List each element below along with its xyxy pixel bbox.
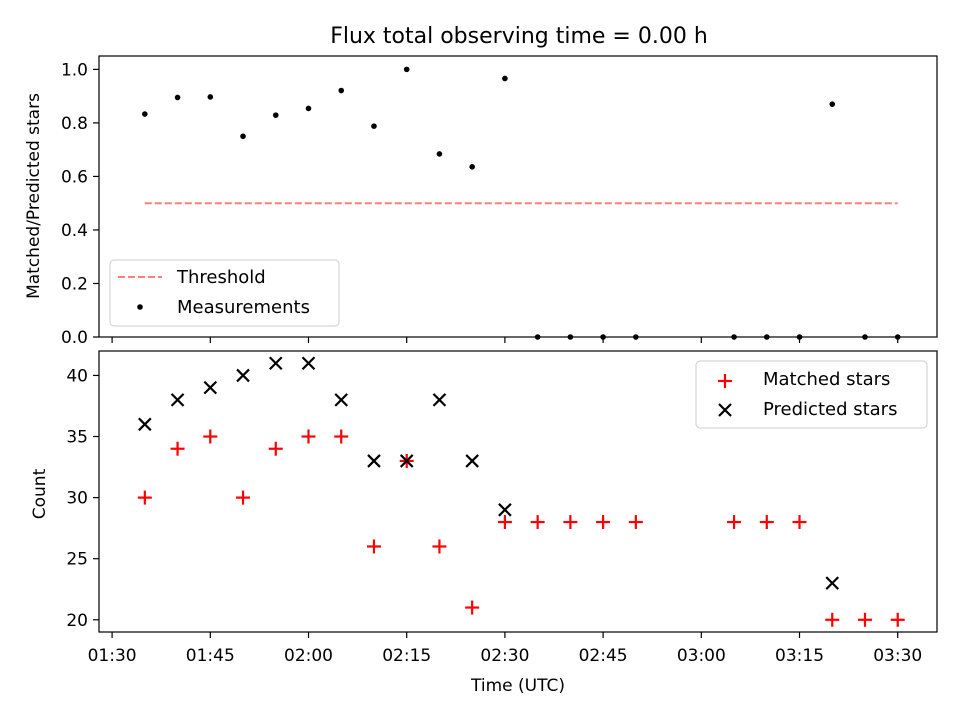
legend-measurements-swatch	[137, 304, 143, 310]
bottom-x-tick-label: 03:00	[677, 646, 726, 666]
measurement-point	[829, 101, 836, 107]
legend-matched-label: Matched stars	[763, 369, 890, 390]
matched-star-point	[366, 539, 381, 554]
predicted-star-point	[170, 393, 185, 407]
measurement-point	[469, 163, 475, 170]
measurement-point	[502, 75, 508, 82]
bottom-y-axis-ticks: 20 25 30 35 40	[66, 366, 99, 631]
matched-star-point	[236, 490, 251, 505]
predicted-star-point	[236, 368, 250, 383]
measurement-point	[403, 66, 410, 73]
matched-star-point	[759, 515, 774, 530]
predicted-star-point	[301, 356, 316, 370]
bottom-y-tick-label: 35	[66, 428, 88, 448]
matched-star-point	[137, 490, 152, 505]
matched-star-point	[596, 515, 611, 530]
top-y-axis-ticks: 0.0 0.2 0.4 0.6 0.8 1.0	[61, 60, 99, 348]
predicted-star-point	[203, 380, 218, 395]
matched-star-point	[563, 515, 578, 530]
matched-star-point	[825, 612, 840, 627]
bottom-x-tick-label: 02:00	[284, 646, 333, 666]
top-y-tick-label: 1.0	[61, 60, 88, 80]
predicted-star-point	[268, 356, 283, 370]
bottom-x-tick-label: 01:30	[88, 646, 137, 666]
bottom-y-axis-label: Count	[30, 468, 50, 519]
top-y-tick-label: 0.0	[61, 328, 88, 348]
measurement-point	[142, 111, 148, 117]
bottom-x-axis-label: Time (UTC)	[470, 676, 565, 696]
top-plot-frame	[98, 55, 938, 338]
matched-star-point	[530, 515, 545, 530]
bottom-x-axis-ticks: 01:30 01:45 02:00 02:15 02:30 02:45 03:00 03:15…	[88, 632, 922, 666]
measurement-point	[371, 123, 377, 129]
matched-star-point	[890, 612, 905, 627]
predicted-star-point	[367, 454, 381, 468]
bottom-x-tick-label: 03:15	[775, 646, 824, 666]
bottom-plot-frame	[98, 350, 938, 633]
top-series-marks	[142, 66, 901, 340]
bottom-y-tick-label: 40	[66, 366, 88, 386]
measurement-point	[272, 112, 279, 118]
measurement-point	[174, 94, 181, 101]
bottom-y-tick-label: 25	[66, 550, 88, 570]
measurement-point	[240, 133, 246, 140]
predicted-star-point	[432, 393, 447, 407]
top-y-axis-label: Matched/Predicted stars	[24, 93, 44, 299]
bottom-x-tick-label: 02:45	[579, 646, 628, 666]
bottom-x-tick-label: 03:30	[873, 646, 922, 666]
measurement-point	[305, 105, 312, 112]
predicted-star-point	[334, 393, 349, 407]
legend-measurements-label: Measurements	[177, 297, 310, 318]
top-chart-title: Flux total observing time = 0.00 h	[330, 24, 708, 49]
bottom-legend-box	[695, 360, 928, 429]
predicted-star-point	[465, 454, 479, 468]
bottom-x-tick-label: 02:30	[480, 646, 529, 666]
legend-predicted-swatch	[718, 403, 732, 417]
matched-star-point	[301, 429, 316, 444]
top-y-tick-label: 0.4	[61, 221, 88, 241]
measurement-point	[207, 94, 214, 100]
top-y-tick-label: 0.2	[61, 274, 88, 294]
legend-predicted-label: Predicted stars	[763, 399, 897, 420]
matched-star-point	[727, 515, 742, 530]
bottom-x-tick-label: 01:45	[186, 646, 235, 666]
bottom-legend: Matched stars Predicted stars	[695, 360, 928, 429]
matched-star-point	[203, 429, 218, 444]
matched-star-point	[268, 441, 283, 456]
bottom-series-marks	[137, 356, 905, 627]
matched-star-point	[432, 539, 447, 554]
matched-star-point	[497, 515, 512, 530]
matched-star-point	[170, 441, 185, 456]
predicted-star-point	[399, 454, 414, 468]
top-legend-box	[109, 259, 340, 327]
bottom-x-tick-label: 02:15	[382, 646, 431, 666]
top-y-tick-label: 0.6	[61, 167, 88, 187]
predicted-star-point	[825, 576, 840, 590]
top-y-tick-label: 0.8	[61, 114, 88, 134]
measurement-point	[436, 151, 443, 157]
matched-star-point	[628, 515, 643, 530]
predicted-star-point	[138, 417, 152, 432]
measurement-point	[338, 87, 345, 94]
matched-star-point	[334, 429, 349, 444]
legend-matched-swatch	[718, 374, 732, 388]
matched-star-point	[465, 600, 480, 615]
matched-star-point	[857, 612, 872, 627]
bottom-y-tick-label: 20	[66, 611, 88, 631]
top-legend: Threshold Measurements	[109, 259, 340, 327]
legend-threshold-label: Threshold	[176, 267, 266, 288]
bottom-y-tick-label: 30	[66, 489, 88, 509]
predicted-star-point	[498, 503, 512, 517]
matched-star-point	[792, 515, 807, 530]
